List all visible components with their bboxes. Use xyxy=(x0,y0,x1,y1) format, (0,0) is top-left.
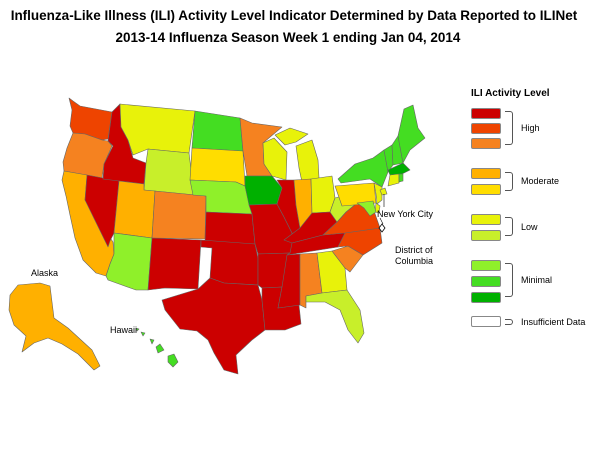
legend-swatch-1 xyxy=(471,292,501,303)
legend-bracket-high xyxy=(505,111,513,145)
legend-bracket-minimal xyxy=(505,263,513,297)
state-me xyxy=(397,104,426,164)
legend-swatch-2 xyxy=(471,276,501,287)
legend-label-low: Low xyxy=(521,222,538,232)
state-fl xyxy=(305,289,365,344)
label-dc-line1: District of xyxy=(395,245,433,255)
legend-swatch-4 xyxy=(471,230,501,241)
state-ga xyxy=(316,250,348,294)
legend-swatch-7 xyxy=(471,168,501,179)
legend-swatch-5 xyxy=(471,214,501,225)
legend-swatch-9 xyxy=(471,123,501,134)
state-nj xyxy=(373,182,383,205)
state-nm xyxy=(147,237,202,291)
dc-marker xyxy=(378,223,386,233)
legend-swatch-3 xyxy=(471,260,501,271)
legend-title: ILI Activity Level xyxy=(471,88,550,99)
map-title: Influenza-Like Illness (ILI) Activity Le… xyxy=(10,8,578,23)
state-sc xyxy=(331,245,364,273)
state-tx xyxy=(161,277,266,375)
state-ri xyxy=(398,173,404,183)
legend-label-moderate: Moderate xyxy=(521,176,560,186)
legend-bracket-insufficient xyxy=(505,319,513,325)
legend-swatch-10 xyxy=(471,108,501,119)
label-hawaii: Hawaii xyxy=(110,325,138,335)
state-ak xyxy=(8,282,101,371)
state-nd xyxy=(191,110,244,152)
legend-label-high: High xyxy=(521,123,540,133)
state-ma xyxy=(387,162,411,176)
state-md xyxy=(356,200,377,217)
legend-swatch-8 xyxy=(471,138,501,149)
state-hi xyxy=(135,327,179,368)
state-ks xyxy=(204,211,256,245)
label-connectors xyxy=(379,194,385,225)
legend-swatch-6 xyxy=(471,184,501,195)
state-ia xyxy=(244,175,283,206)
label-dc-line2: Columbia xyxy=(395,256,434,266)
legend-bracket-low xyxy=(505,217,513,236)
legend-label-insufficient: Insufficient Data xyxy=(521,317,586,327)
state-nyc xyxy=(379,187,388,196)
label-alaska: Alaska xyxy=(31,268,59,278)
legend-label-minimal: Minimal xyxy=(521,275,553,285)
state-mt xyxy=(119,103,196,156)
label-nyc: New York City xyxy=(377,209,434,219)
state-co xyxy=(151,190,207,240)
legend-bracket-moderate xyxy=(505,172,513,191)
map-subtitle: 2013-14 Influenza Season Week 1 ending J… xyxy=(115,30,461,45)
legend-swatch-insufficient xyxy=(471,316,501,327)
state-wy xyxy=(143,148,195,196)
state-ny xyxy=(337,149,389,188)
state-ct xyxy=(387,173,400,187)
